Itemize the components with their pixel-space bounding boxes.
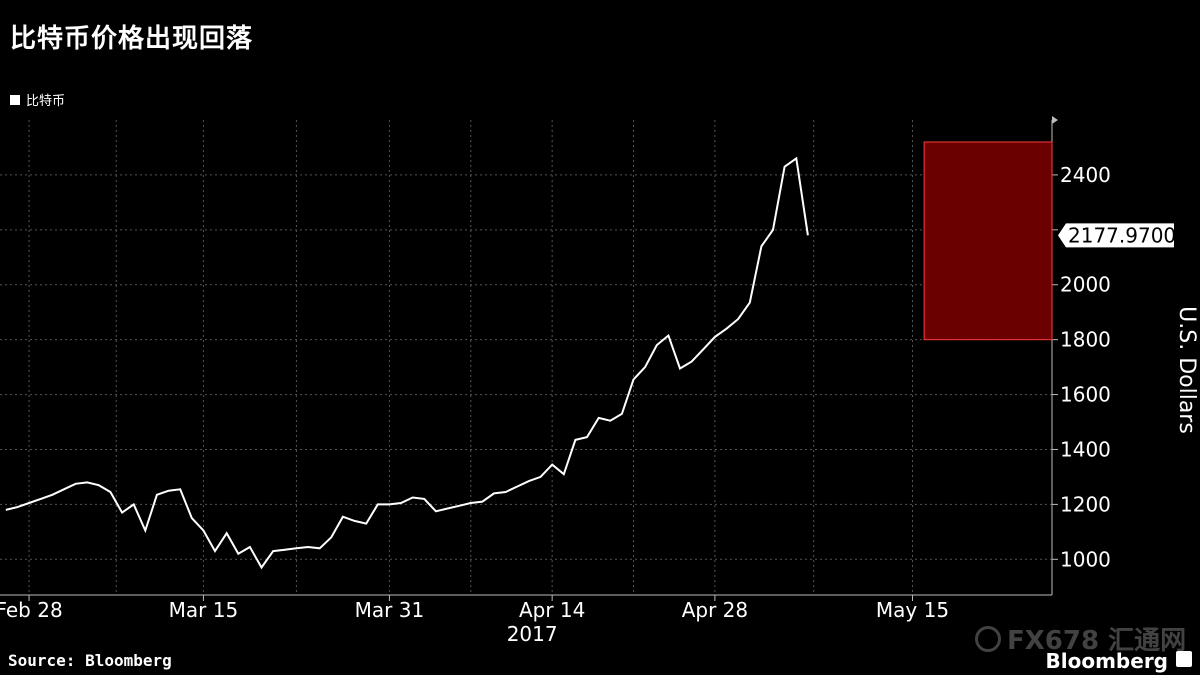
watermark-logo-icon — [975, 625, 1001, 652]
y-tick-label: 1200 — [1060, 492, 1111, 516]
brand-logo: Bloomberg — [1045, 649, 1168, 673]
watermark: FX678 汇通网 — [975, 620, 1186, 657]
highlight-box — [923, 141, 1053, 341]
y-axis-title: U.S. Dollars — [1174, 306, 1199, 434]
y-tick-label: 2000 — [1060, 273, 1111, 297]
x-tick-label: Feb 28 — [0, 598, 63, 622]
y-tick-label: 2400 — [1060, 163, 1111, 187]
x-tick-label: Mar 31 — [355, 598, 425, 622]
watermark-text: FX678 汇通网 — [1007, 626, 1187, 656]
series-line — [5, 156, 809, 570]
chart-title: 比特币价格出现回落 — [10, 24, 254, 54]
x-tick-label: Apr 28 — [682, 598, 748, 622]
y-tick-label: 1600 — [1060, 383, 1111, 407]
last-value-badge — [1058, 223, 1174, 248]
legend-label: 比特币 — [26, 94, 66, 109]
y-tick-label: 1000 — [1060, 547, 1111, 571]
x-axis-year-label: 2017 — [507, 622, 558, 646]
y-axis-arrow — [1052, 116, 1058, 124]
y-tick-label: 1800 — [1060, 328, 1111, 352]
bloomberg-terminal-icon — [1176, 651, 1192, 667]
source-note: Source: Bloomberg — [8, 651, 172, 670]
x-tick-label: May 15 — [876, 598, 949, 622]
last-value-label: 2177.9700 — [1068, 223, 1176, 247]
y-tick-label: 1400 — [1060, 437, 1111, 461]
legend-swatch — [10, 94, 20, 105]
legend: 比特币 — [10, 90, 65, 109]
x-tick-label: Mar 15 — [169, 598, 239, 622]
x-tick-label: Apr 14 — [519, 598, 585, 622]
